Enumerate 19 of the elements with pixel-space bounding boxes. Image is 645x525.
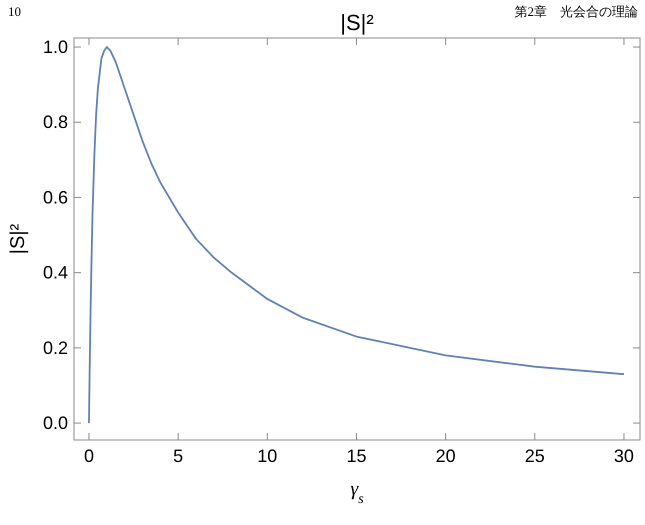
- x-tick-label: 25: [524, 446, 545, 466]
- y-tick-label: 0.6: [42, 187, 68, 208]
- y-tick-label: 0.0: [42, 413, 68, 434]
- y-tick-label: 1.0: [42, 37, 68, 58]
- x-axis-title: γ$_{s}$: [350, 478, 364, 506]
- x-tick-label: 30: [614, 446, 634, 466]
- x-tick-label: 15: [346, 446, 366, 466]
- text: 第2章 光会合の理論: [514, 4, 638, 19]
- y-tick-label: 0.2: [42, 338, 68, 358]
- text: 10: [8, 4, 21, 19]
- chart-title: |S|²: [340, 10, 374, 35]
- y-tick-label: 0.8: [42, 112, 68, 132]
- x-tick-label: 5: [173, 446, 184, 466]
- line-series: [88, 46, 625, 424]
- x-tick-label: 0: [84, 446, 94, 466]
- x-tick-label: 20: [436, 446, 456, 466]
- y-tick-label: 0.4: [42, 262, 68, 283]
- y-axis-title: |S|²: [7, 223, 29, 254]
- x-tick-label: 10: [257, 446, 278, 466]
